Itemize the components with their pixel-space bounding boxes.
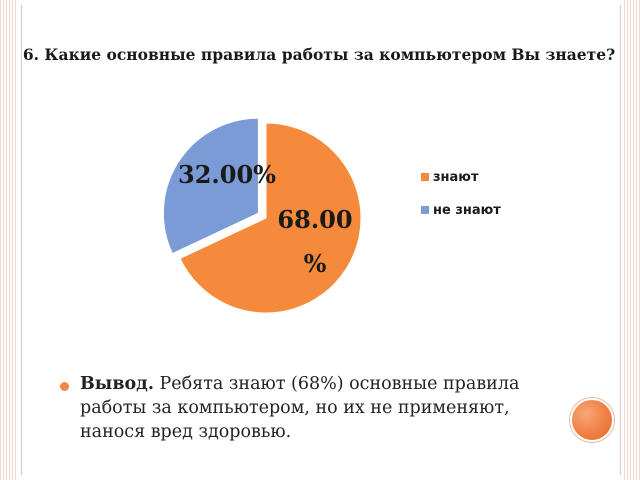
decorative-circle: [570, 398, 614, 442]
conclusion-body: Ребята знают (68%) основные правила рабо…: [80, 374, 520, 442]
right-border-stripes: [624, 0, 640, 480]
conclusion-block: Вывод. Ребята знают (68%) основные прави…: [60, 372, 580, 444]
data-label-dont-know: 32.00%: [178, 160, 276, 189]
legend-swatch-know: [421, 173, 429, 181]
legend-swatch-dont-know: [421, 206, 429, 214]
pie-slice-dont-know: [162, 117, 259, 255]
conclusion-text: Вывод. Ребята знают (68%) основные прави…: [80, 372, 580, 444]
chart-title: 6. Какие основные правила работы за комп…: [23, 45, 615, 64]
bullet-dot-icon: [60, 382, 69, 391]
slide: 6. Какие основные правила работы за комп…: [21, 5, 621, 475]
pie-slice-know: [179, 122, 362, 314]
data-label-know: 68.00%: [277, 205, 352, 278]
legend-label-know: знают: [433, 170, 479, 185]
conclusion-label: Вывод.: [80, 374, 154, 394]
left-border-stripes: [0, 0, 16, 480]
pie-chart: 6. Какие основные правила работы за комп…: [23, 45, 615, 314]
legend-label-dont-know: не знают: [433, 203, 501, 218]
